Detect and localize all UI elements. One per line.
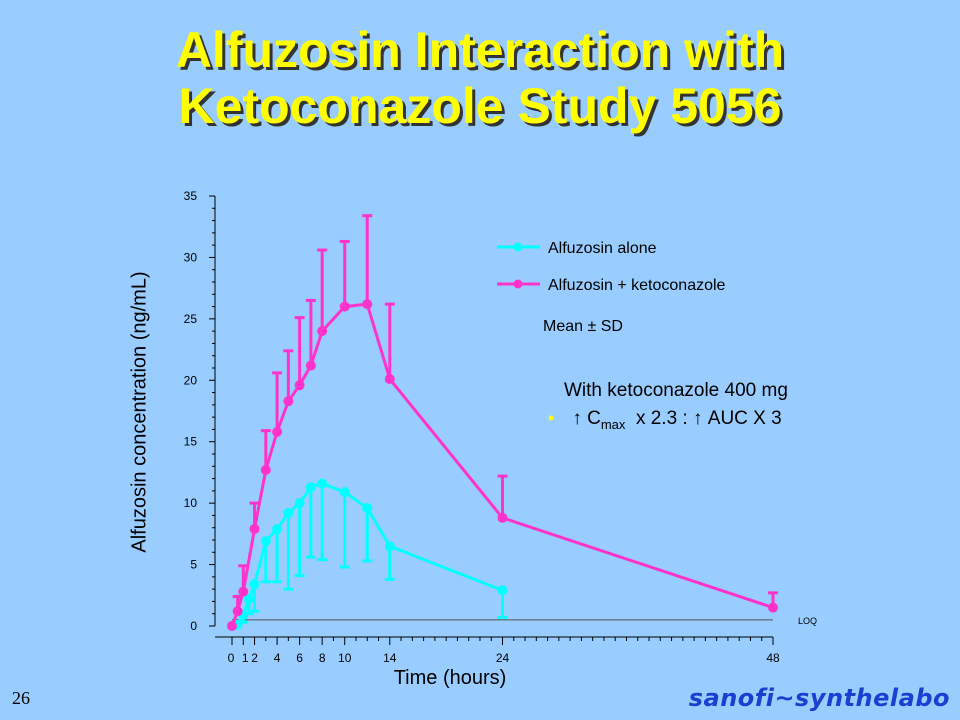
chart-legend: Alfuzosin alone Alfuzosin + ketoconazole bbox=[497, 240, 726, 294]
x-tick-label: 14 bbox=[383, 651, 397, 665]
x-axis-label: Time (hours) bbox=[393, 667, 507, 689]
y-tick-label: 15 bbox=[184, 435, 198, 449]
data-point bbox=[294, 380, 305, 391]
y-tick-label: 20 bbox=[184, 373, 198, 387]
data-point bbox=[272, 523, 283, 534]
interaction-note: With ketoconazole 400 mg • ↑ Cmax x 2.3 … bbox=[548, 380, 788, 432]
slide-number: 26 bbox=[12, 688, 30, 708]
data-point bbox=[497, 512, 508, 523]
data-point bbox=[384, 374, 395, 385]
x-tick-label: 48 bbox=[766, 651, 780, 665]
series-0 bbox=[227, 478, 508, 631]
data-point bbox=[317, 326, 328, 337]
data-point bbox=[339, 487, 350, 498]
y-tick-label: 35 bbox=[184, 189, 198, 203]
title-line-2: Ketoconazole Study 5056 bbox=[178, 78, 782, 134]
title-line-1: Alfuzosin Interaction with bbox=[175, 22, 785, 78]
y-tick-label: 5 bbox=[190, 558, 197, 572]
legend-label-keto: Alfuzosin + ketoconazole bbox=[548, 277, 726, 294]
x-tick-label: 8 bbox=[319, 651, 326, 665]
series-1 bbox=[227, 214, 778, 631]
data-point bbox=[232, 606, 243, 617]
x-tick-label: 24 bbox=[496, 651, 510, 665]
series-line bbox=[230, 302, 774, 627]
up-arrow-icon-2: ↑ bbox=[692, 408, 703, 429]
cmax-label: Cmax bbox=[587, 408, 626, 432]
x-axis-label-wrap: Time (hours) bbox=[0, 667, 960, 690]
y-tick-label: 0 bbox=[190, 619, 197, 633]
data-point bbox=[317, 478, 328, 489]
x-tick-label: 6 bbox=[296, 651, 303, 665]
legend-label-alone: Alfuzosin alone bbox=[548, 240, 657, 257]
data-point bbox=[305, 360, 316, 371]
x-tick-label: 4 bbox=[274, 651, 281, 665]
data-point bbox=[260, 536, 271, 547]
chart-series bbox=[227, 214, 778, 631]
y-tick-label: 10 bbox=[184, 496, 198, 510]
x-tick-label: 0 bbox=[228, 651, 235, 665]
loq-label: LOQ bbox=[798, 616, 817, 626]
data-point bbox=[260, 464, 271, 475]
y-tick-label: 30 bbox=[184, 250, 198, 264]
company-logo: sanofi~synthelabo bbox=[688, 684, 950, 712]
auc-ratio: AUC X 3 bbox=[707, 408, 782, 429]
data-point bbox=[272, 426, 283, 437]
x-tick-label: 1 bbox=[242, 651, 249, 665]
data-point bbox=[283, 396, 294, 407]
note-line-effect: • ↑ Cmax x 2.3 : ↑ AUC X 3 bbox=[548, 408, 788, 432]
slide-title: Alfuzosin Interaction with Ketoconazole … bbox=[0, 22, 960, 134]
data-point bbox=[249, 523, 260, 534]
data-point bbox=[305, 482, 316, 493]
data-point bbox=[294, 498, 305, 509]
legend-marker-alone bbox=[513, 242, 523, 252]
bullet-icon: • bbox=[548, 408, 555, 428]
cmax-ratio: x 2.3 : bbox=[635, 408, 688, 429]
mean-sd-note: Mean ± SD bbox=[543, 318, 623, 335]
data-point bbox=[384, 541, 395, 552]
data-point bbox=[768, 602, 778, 613]
data-point bbox=[227, 621, 237, 631]
data-point bbox=[497, 585, 508, 596]
data-point bbox=[362, 299, 373, 310]
note-line-dose: With ketoconazole 400 mg bbox=[564, 380, 788, 401]
data-point bbox=[339, 301, 350, 312]
up-arrow-icon-1: ↑ bbox=[572, 408, 582, 429]
y-axis-label: Alfuzosin concentration (ng/mL) bbox=[128, 271, 151, 553]
data-point bbox=[238, 586, 249, 597]
x-tick-label: 10 bbox=[338, 651, 352, 665]
y-tick-label: 25 bbox=[184, 312, 198, 326]
data-point bbox=[283, 507, 294, 518]
legend-marker-keto bbox=[513, 279, 523, 289]
data-point bbox=[243, 593, 254, 604]
data-point bbox=[362, 503, 373, 514]
data-point bbox=[249, 579, 260, 590]
x-tick-label: 2 bbox=[251, 651, 258, 665]
